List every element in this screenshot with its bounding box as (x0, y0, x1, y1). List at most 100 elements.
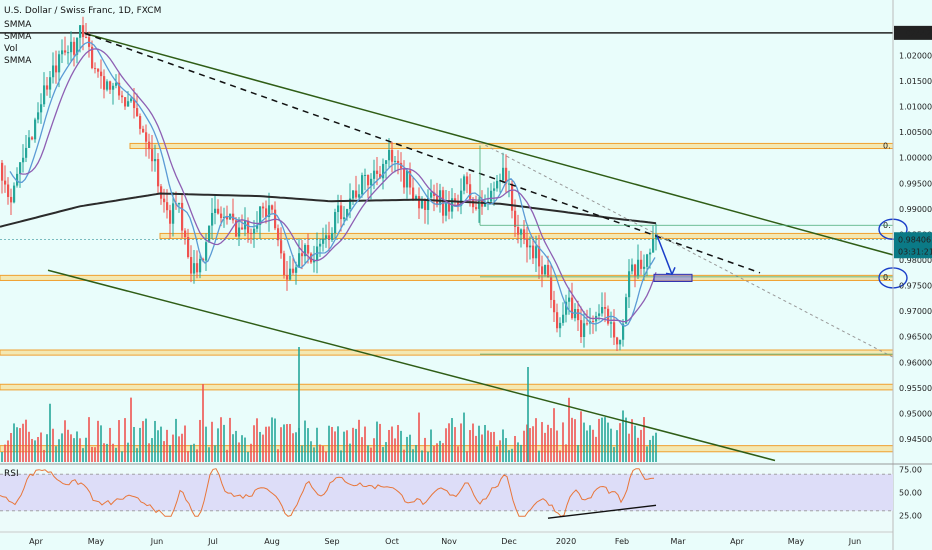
time-tick-label: Jul (207, 537, 218, 546)
volume-bar (73, 438, 75, 462)
price-tick-label: 0.96000 (899, 358, 932, 367)
candle-body (202, 258, 205, 261)
volume-bar (547, 424, 549, 462)
candle-body (247, 220, 250, 233)
candle-body (43, 85, 46, 105)
volume-bar (325, 451, 327, 462)
candle-body (82, 25, 85, 38)
candle-body (133, 98, 136, 109)
rsi-label: RSI (4, 469, 19, 479)
volume-bar (91, 446, 93, 462)
candle-body (109, 81, 112, 90)
volume-bar (523, 430, 525, 462)
candle-body (586, 323, 589, 325)
candle-body (289, 268, 292, 280)
volume-bar (76, 431, 78, 462)
volume-bar (130, 397, 132, 462)
support-resistance-zone (0, 383, 894, 391)
volume-bar (475, 435, 477, 462)
volume-bar (502, 429, 504, 462)
candle-body (292, 268, 295, 273)
volume-bar (535, 418, 537, 462)
candle-body (106, 81, 109, 90)
volume-bar (67, 429, 69, 462)
candle-body (508, 183, 511, 185)
volume-bar (649, 439, 651, 462)
candle-body (25, 147, 28, 158)
time-tick-label: Apr (730, 537, 745, 546)
volume-bar (565, 444, 567, 462)
candle-body (238, 227, 241, 237)
indicator-legend-item: Vol (4, 44, 17, 54)
volume-bar (304, 420, 306, 462)
candle-body (544, 264, 547, 275)
volume-bar (349, 443, 351, 462)
candle-body (412, 187, 415, 200)
volume-bar (589, 425, 591, 462)
volume-bar (133, 427, 135, 462)
volume-bar (394, 438, 396, 462)
rsi-divergence-line (547, 504, 657, 519)
volume-bar (577, 445, 579, 462)
volume-bar (184, 425, 186, 462)
volume-bar (100, 425, 102, 462)
volume-bar (10, 433, 12, 462)
volume-bar (256, 418, 258, 462)
candle-body (622, 323, 625, 340)
candle-body (301, 253, 304, 257)
candle-body (598, 313, 601, 316)
candle-body (163, 198, 166, 203)
candle-body (187, 237, 190, 258)
candle-body (370, 178, 373, 186)
volume-bar (166, 429, 168, 462)
volume-bar (511, 448, 513, 462)
volume-bar (583, 422, 585, 462)
volume-bar (595, 436, 597, 462)
candle-body (223, 216, 226, 219)
volume-bar (496, 446, 498, 462)
fib-label: 0. (883, 221, 891, 230)
volume-bar (19, 428, 21, 462)
candle-body (181, 202, 184, 231)
candle-body (319, 243, 322, 247)
volume-bar (481, 434, 483, 462)
candle-body (373, 170, 376, 179)
candle-body (127, 101, 130, 107)
volume-bar (268, 426, 270, 462)
volume-bar (229, 417, 231, 462)
volume-bar (640, 429, 642, 462)
candle-body (262, 206, 265, 209)
volume-bar (31, 438, 33, 462)
volume-bar (457, 446, 459, 462)
volume-bar (625, 417, 627, 462)
candle-body (112, 85, 115, 90)
candle-body (424, 199, 427, 210)
candle-body (568, 297, 571, 302)
volume-bar (49, 403, 51, 462)
volume-bar (241, 435, 243, 462)
candle-body (361, 175, 364, 195)
volume-bar (328, 425, 330, 462)
volume-bar (79, 438, 81, 462)
volume-bar (22, 423, 24, 462)
candle-body (454, 198, 457, 203)
volume-bar (196, 449, 198, 462)
candle-body (205, 242, 208, 261)
candle-body (79, 25, 82, 38)
candle-body (628, 271, 631, 298)
candle-body (592, 320, 595, 322)
volume-bar (409, 434, 411, 462)
candle-body (139, 116, 142, 129)
candle-body (490, 190, 493, 202)
volume-bar (64, 420, 66, 462)
candle-body (505, 167, 508, 184)
candle-body (313, 260, 316, 263)
volume-bar (160, 426, 162, 462)
candle-body (427, 197, 430, 210)
volume-bar (151, 438, 153, 462)
candle-body (460, 190, 463, 206)
volume-bar (619, 423, 621, 462)
candle-body (157, 159, 160, 187)
candle-body (76, 37, 79, 55)
